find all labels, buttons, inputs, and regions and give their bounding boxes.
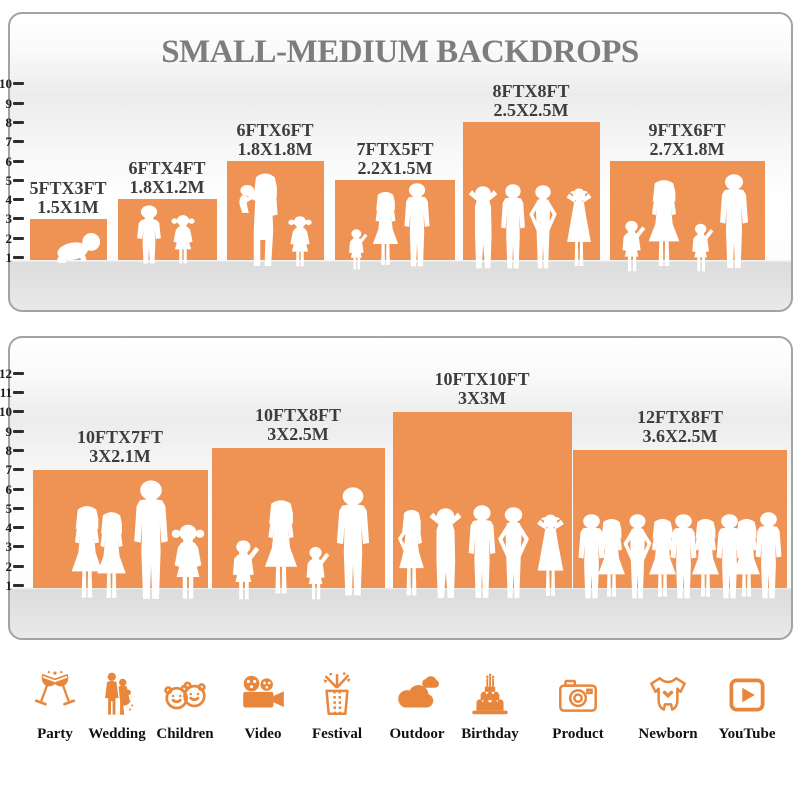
bar-label: 6FTX6FT 1.8X1.8M xyxy=(236,120,314,159)
axis-number: 7 xyxy=(5,134,13,150)
axis-number: 4 xyxy=(5,192,13,208)
people-silhouette xyxy=(335,182,455,270)
people-silhouette xyxy=(30,230,107,266)
axis-number: 10 xyxy=(0,404,12,420)
axis-tick xyxy=(13,82,24,86)
axis-tick xyxy=(13,198,24,202)
people-silhouette xyxy=(33,478,208,604)
axis-tick xyxy=(13,410,24,414)
bar-label: 9FTX6FT 2.7X1.8M xyxy=(648,120,726,159)
axis-tick xyxy=(13,256,24,259)
axis-tick xyxy=(13,159,24,163)
youtube-icon xyxy=(729,678,765,712)
axis-tick xyxy=(13,584,24,587)
people-silhouette xyxy=(227,170,324,270)
bar-label: 6FTX4FT 1.8X1.2M xyxy=(128,158,206,197)
axis-tick xyxy=(13,101,24,105)
product-icon xyxy=(559,679,597,712)
outdoor-icon xyxy=(398,676,439,708)
axis-number: 6 xyxy=(5,153,13,169)
bar-label: 5FTX3FT 1.5X1M xyxy=(29,178,107,217)
backdrop-bar-6x4 xyxy=(118,199,217,260)
bar-label: 12FTX8FT 3.6X2.5M xyxy=(636,407,724,446)
category-product: Product xyxy=(533,670,623,743)
axis-tick xyxy=(13,506,24,510)
bar-label: 10FTX8FT 3X2.5M xyxy=(254,405,342,444)
bar-label: 10FTX10FT 3X3M xyxy=(434,369,530,408)
axis-number: 4 xyxy=(5,520,13,536)
axis-number: 8 xyxy=(5,114,13,130)
axis-tick xyxy=(13,178,24,182)
category-party: Party xyxy=(10,670,100,743)
newborn-icon xyxy=(650,677,686,711)
children-icon xyxy=(164,681,206,710)
bar-label: 8FTX8FT 2.5X2.5M xyxy=(492,81,570,120)
category-youtube: YouTube xyxy=(702,670,792,743)
wedding-icon xyxy=(105,672,134,715)
axis-tick xyxy=(13,545,24,549)
category-video: Video xyxy=(218,670,308,743)
category-children: Children xyxy=(140,670,230,743)
bar-label: 10FTX7FT 3X2.1M xyxy=(76,427,164,466)
category-newborn: Newborn xyxy=(623,670,713,743)
people-silhouette xyxy=(118,197,217,267)
axis-tick xyxy=(13,429,24,433)
axis-tick xyxy=(13,487,24,491)
axis-tick xyxy=(13,217,24,221)
axis-number: 11 xyxy=(0,385,12,400)
axis-number: 10 xyxy=(0,76,12,92)
page-title: SMALL-MEDIUM BACKDROPS xyxy=(161,34,639,70)
axis-number: 3 xyxy=(5,211,13,227)
axis-tick xyxy=(13,120,24,124)
axis-number: 3 xyxy=(5,539,13,555)
axis-number: 5 xyxy=(5,500,13,516)
axis-number: 9 xyxy=(5,423,13,439)
category-outdoor: Outdoor xyxy=(372,670,462,743)
axis-tick xyxy=(13,448,24,452)
axis-tick xyxy=(13,526,24,530)
axis-number: 2 xyxy=(5,558,13,574)
axis-number: 8 xyxy=(5,442,13,458)
people-silhouette xyxy=(212,480,385,600)
axis-number: 9 xyxy=(5,95,13,111)
bar-label: 7FTX5FT 2.2X1.5M xyxy=(356,139,434,178)
people-silhouette xyxy=(463,182,600,272)
people-silhouette xyxy=(610,174,765,272)
axis-tick xyxy=(13,468,24,472)
category-wedding: Wedding xyxy=(72,670,162,743)
axis-number: 7 xyxy=(5,462,13,478)
people-silhouette xyxy=(393,502,572,602)
people-silhouette xyxy=(573,510,787,602)
axis-tick xyxy=(13,564,24,568)
axis-number: 12 xyxy=(0,365,12,381)
party-icon xyxy=(34,670,76,706)
axis-number: 2 xyxy=(5,230,13,246)
axis-number: 6 xyxy=(5,481,13,497)
axis-number: 1 xyxy=(5,250,13,265)
category-festival: Festival xyxy=(292,670,382,743)
axis-tick xyxy=(13,391,24,394)
axis-tick xyxy=(13,236,24,240)
axis-tick xyxy=(13,140,24,144)
video-icon xyxy=(243,675,284,708)
axis-number: 5 xyxy=(5,172,13,188)
category-birthday: Birthday xyxy=(445,670,535,743)
axis-number: 1 xyxy=(5,578,13,593)
birthday-icon xyxy=(472,673,508,715)
festival-icon xyxy=(323,672,351,715)
axis-tick xyxy=(13,371,24,375)
